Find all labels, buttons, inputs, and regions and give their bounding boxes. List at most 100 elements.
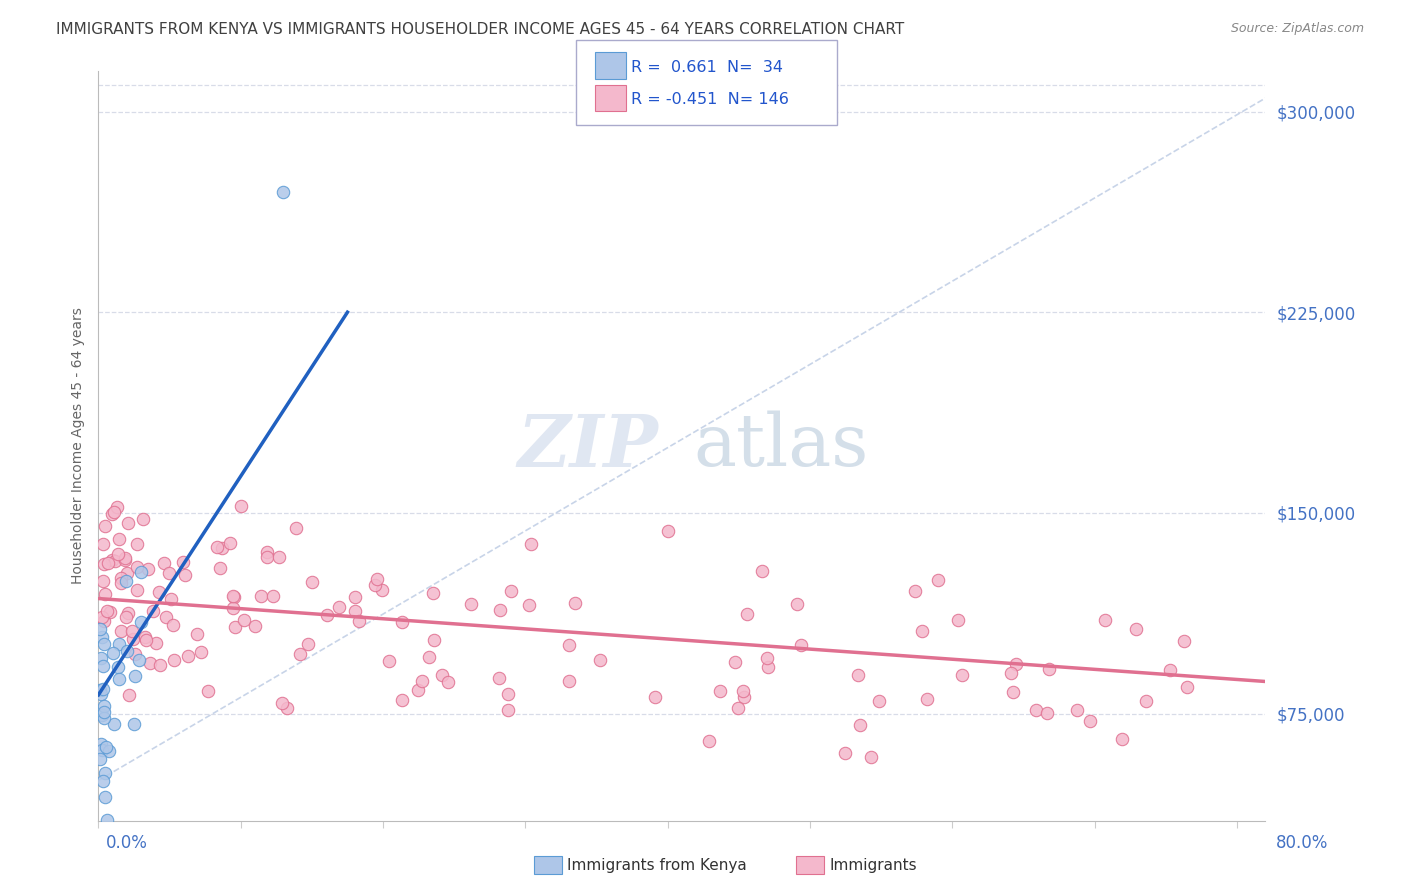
Point [904, 584, 927, 599]
Point [371, 583, 394, 598]
Point [786, 597, 808, 611]
Point [657, 524, 679, 538]
Point [153, 557, 176, 571]
Point [423, 632, 446, 647]
Point [197, 684, 219, 698]
Point [93, 558, 115, 572]
Point [1066, 703, 1088, 717]
Point [142, 604, 165, 618]
Point [219, 536, 242, 550]
Text: ZIP: ZIP [517, 410, 658, 482]
Point [91, 630, 114, 644]
Point [1036, 706, 1059, 720]
Point [271, 696, 294, 710]
Point [94, 587, 117, 601]
Text: R = -0.451  N= 146: R = -0.451 N= 146 [631, 93, 789, 107]
Point [91, 659, 114, 673]
Point [186, 626, 208, 640]
Point [108, 637, 131, 651]
Point [256, 550, 278, 565]
Point [110, 624, 132, 638]
Point [950, 668, 973, 682]
Point [160, 591, 183, 606]
Point [1135, 694, 1157, 708]
Point [90, 609, 112, 624]
Point [1173, 634, 1195, 648]
Point [269, 549, 291, 564]
Point [149, 658, 172, 673]
Point [297, 637, 319, 651]
Point [90, 651, 112, 665]
Point [343, 591, 366, 605]
Point [96, 604, 118, 618]
Point [107, 547, 129, 561]
Point [366, 572, 388, 586]
Point [328, 599, 350, 614]
Point [98, 605, 121, 619]
Point [488, 671, 510, 685]
Point [148, 584, 170, 599]
Point [1078, 714, 1101, 729]
Point [100, 508, 122, 522]
Point [644, 690, 666, 705]
Point [347, 614, 370, 628]
Point [790, 638, 813, 652]
Point [364, 578, 387, 592]
Point [290, 647, 312, 661]
Point [391, 615, 413, 629]
Point [1001, 685, 1024, 699]
Text: atlas: atlas [693, 410, 869, 482]
Point [94, 740, 117, 755]
Point [127, 559, 149, 574]
Point [378, 655, 401, 669]
Point [110, 571, 132, 585]
Point [276, 701, 298, 715]
Point [91, 681, 114, 696]
Point [301, 575, 323, 590]
Text: Immigrants from Kenya: Immigrants from Kenya [567, 858, 747, 872]
Point [436, 674, 458, 689]
Point [499, 584, 522, 599]
Point [224, 620, 246, 634]
Point [733, 690, 755, 705]
Point [232, 613, 254, 627]
Point [205, 540, 228, 554]
Point [589, 652, 612, 666]
Point [284, 521, 307, 535]
Point [273, 185, 295, 199]
Point [91, 743, 114, 757]
Point [411, 673, 433, 688]
Point [422, 586, 444, 600]
Point [517, 598, 540, 612]
Text: 0.0%: 0.0% [105, 834, 148, 852]
Point [249, 589, 271, 603]
Point [124, 647, 146, 661]
Point [1000, 666, 1022, 681]
Point [91, 574, 114, 588]
Point [93, 615, 115, 629]
Point [1038, 662, 1060, 676]
Point [834, 746, 856, 760]
Point [1159, 664, 1181, 678]
Point [115, 644, 138, 658]
Point [222, 601, 245, 615]
Point [488, 602, 510, 616]
Point [110, 576, 132, 591]
Point [460, 597, 482, 611]
Point [496, 688, 519, 702]
Point [208, 561, 231, 575]
Point [94, 518, 117, 533]
Point [868, 693, 890, 707]
Text: R =  0.661  N=  34: R = 0.661 N= 34 [631, 60, 783, 75]
Point [927, 573, 949, 587]
Point [129, 565, 152, 579]
Point [558, 639, 581, 653]
Point [177, 648, 200, 663]
Point [229, 499, 252, 513]
Point [103, 646, 125, 660]
Point [89, 752, 111, 766]
Point [946, 613, 969, 627]
Point [751, 564, 773, 578]
Point [93, 711, 115, 725]
Point [103, 554, 125, 568]
